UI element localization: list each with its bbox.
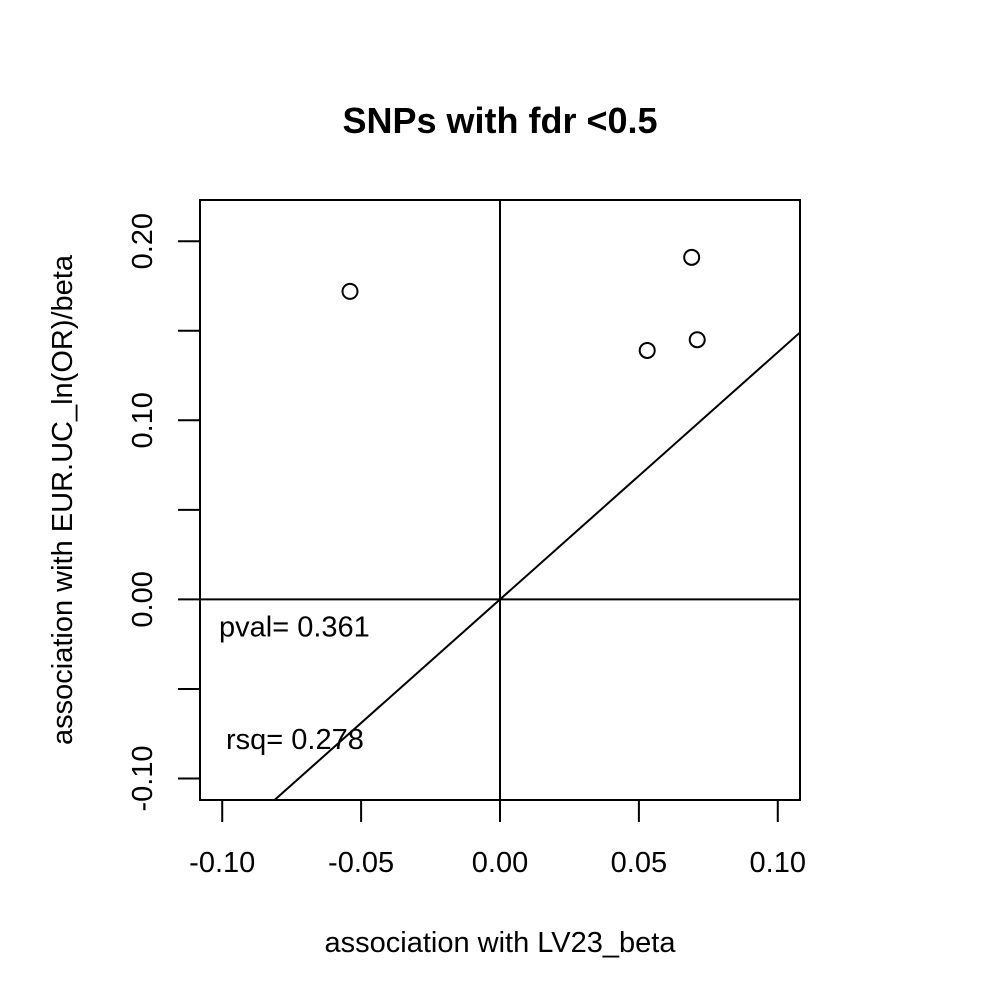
data-point: [638, 341, 656, 359]
data-point: [683, 248, 701, 266]
data-point: [341, 282, 359, 300]
plot-area: -0.10 -0.05 0.00 0.05 0.10 -0.10 0.00 0.10 0.20 p…: [127, 199, 806, 879]
y-tick-label: 0.20: [127, 213, 159, 269]
y-tick-label: -0.10: [127, 745, 159, 811]
x-tick-label: -0.05: [328, 847, 394, 879]
x-axis-label: association with LV23_beta: [325, 927, 677, 959]
y-axis-label: association with EUR.UC_ln(OR)/beta: [47, 254, 79, 745]
y-tick-label: 0.10: [127, 392, 159, 448]
pval-annotation: pval= 0.361: [219, 611, 370, 643]
x-tick-label: 0.10: [750, 847, 806, 879]
diagonal-reference-line: [273, 331, 800, 800]
rsq-annotation: rsq= 0.278: [226, 724, 364, 756]
x-tick-label: -0.10: [189, 847, 255, 879]
x-tick-label: 0.00: [472, 847, 528, 879]
x-tick-label: 0.05: [611, 847, 667, 879]
chart-title: SNPs with fdr <0.5: [342, 100, 657, 141]
y-tick-label: 0.00: [127, 571, 159, 627]
data-point: [688, 331, 706, 349]
